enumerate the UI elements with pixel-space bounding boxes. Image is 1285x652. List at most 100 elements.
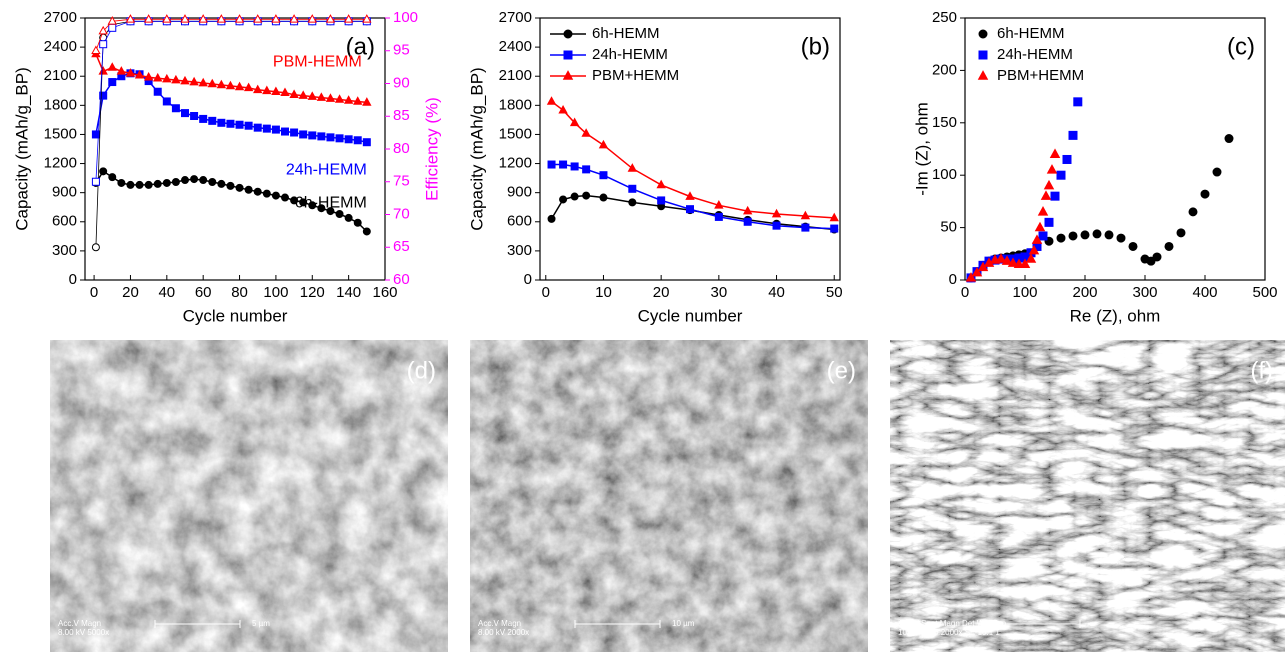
marker <box>199 176 208 185</box>
x-tick-label: 160 <box>372 284 397 301</box>
marker <box>225 80 236 90</box>
marker <box>181 109 189 118</box>
marker <box>216 14 227 23</box>
y2-tick-label: 95 <box>393 42 410 59</box>
marker <box>628 184 637 193</box>
marker <box>190 112 199 121</box>
x-tick-label: 400 <box>1192 284 1217 301</box>
marker <box>547 214 556 223</box>
marker <box>298 90 308 99</box>
y-tick-label: 50 <box>940 219 957 236</box>
marker <box>569 117 580 127</box>
chart-panel: 0 10 20 30 40 50 0 300 600 900 1200 1500 1800 2100 240… <box>467 9 842 326</box>
sem-texture <box>890 340 1285 652</box>
legend-label: 24h-HEMM <box>997 46 1073 63</box>
marker <box>243 82 254 92</box>
marker <box>281 193 289 202</box>
marker <box>559 160 568 169</box>
marker <box>1073 97 1083 107</box>
sem-info: Acc.V Magn <box>478 619 521 628</box>
marker <box>253 84 263 94</box>
marker <box>317 132 326 141</box>
marker <box>1146 256 1156 266</box>
marker <box>546 96 557 105</box>
y-tick-label: 600 <box>52 213 77 230</box>
marker <box>581 128 591 137</box>
marker <box>216 79 227 89</box>
panel-label: (a) <box>346 33 375 60</box>
marker <box>1007 257 1019 267</box>
marker <box>217 179 226 188</box>
marker <box>271 14 281 23</box>
marker <box>686 205 694 214</box>
x-tick-label: 30 <box>711 284 728 301</box>
legend-marker <box>562 70 574 80</box>
marker <box>271 125 280 134</box>
marker <box>271 191 280 200</box>
marker <box>180 75 190 85</box>
marker <box>1046 164 1058 174</box>
x-tick-label: 20 <box>653 284 670 301</box>
x-tick-label: 0 <box>90 284 98 301</box>
x-tick-label: 10 <box>595 284 612 301</box>
marker <box>353 96 363 105</box>
plot-frame <box>964 17 1266 281</box>
marker <box>308 131 317 140</box>
marker <box>582 165 591 174</box>
marker <box>98 66 108 75</box>
marker <box>316 92 327 101</box>
marker <box>162 97 171 106</box>
x-tick-label: 40 <box>768 284 785 301</box>
marker <box>714 212 723 221</box>
marker <box>558 104 568 114</box>
marker <box>244 185 253 194</box>
marker <box>262 189 271 198</box>
scale-bar-label: 10 µm <box>672 619 695 628</box>
marker <box>262 124 271 133</box>
marker <box>1040 190 1052 200</box>
marker <box>362 138 371 147</box>
marker <box>628 198 637 207</box>
marker <box>226 119 235 128</box>
marker <box>326 133 335 142</box>
y-axis-label: -Im (Z), ohm <box>912 102 931 196</box>
marker <box>771 208 782 218</box>
marker <box>714 200 724 209</box>
chart-panel: 0 20 40 60 80 100 120 140 160 0 300 600 900 1200 1500 1… <box>12 9 441 326</box>
panel-label: (d) <box>407 357 436 384</box>
marker <box>271 86 281 96</box>
series-label: PBM-HEMM <box>273 54 362 71</box>
y-tick-label: 0 <box>949 271 957 288</box>
marker <box>1212 167 1222 177</box>
marker <box>198 14 208 23</box>
marker <box>772 221 781 230</box>
marker <box>1224 134 1234 144</box>
y-tick-label: 2700 <box>44 9 77 26</box>
marker <box>362 97 372 106</box>
marker <box>99 167 108 176</box>
marker <box>162 73 172 83</box>
sem-texture <box>50 340 448 652</box>
marker <box>299 130 308 139</box>
marker <box>570 192 579 201</box>
marker <box>107 62 117 71</box>
y-tick-label: 150 <box>932 114 957 131</box>
marker <box>299 198 308 207</box>
marker <box>280 87 290 97</box>
marker <box>362 14 372 23</box>
marker <box>1043 179 1055 190</box>
marker <box>656 179 666 189</box>
marker <box>1068 231 1078 241</box>
marker <box>1050 191 1060 201</box>
x-axis-label: Cycle number <box>183 306 288 325</box>
marker <box>144 180 153 189</box>
marker <box>334 94 345 103</box>
marker <box>335 134 344 143</box>
x-tick-label: 50 <box>826 284 843 301</box>
marker <box>353 218 362 227</box>
marker <box>657 196 666 205</box>
marker <box>829 212 839 222</box>
marker <box>190 175 199 184</box>
